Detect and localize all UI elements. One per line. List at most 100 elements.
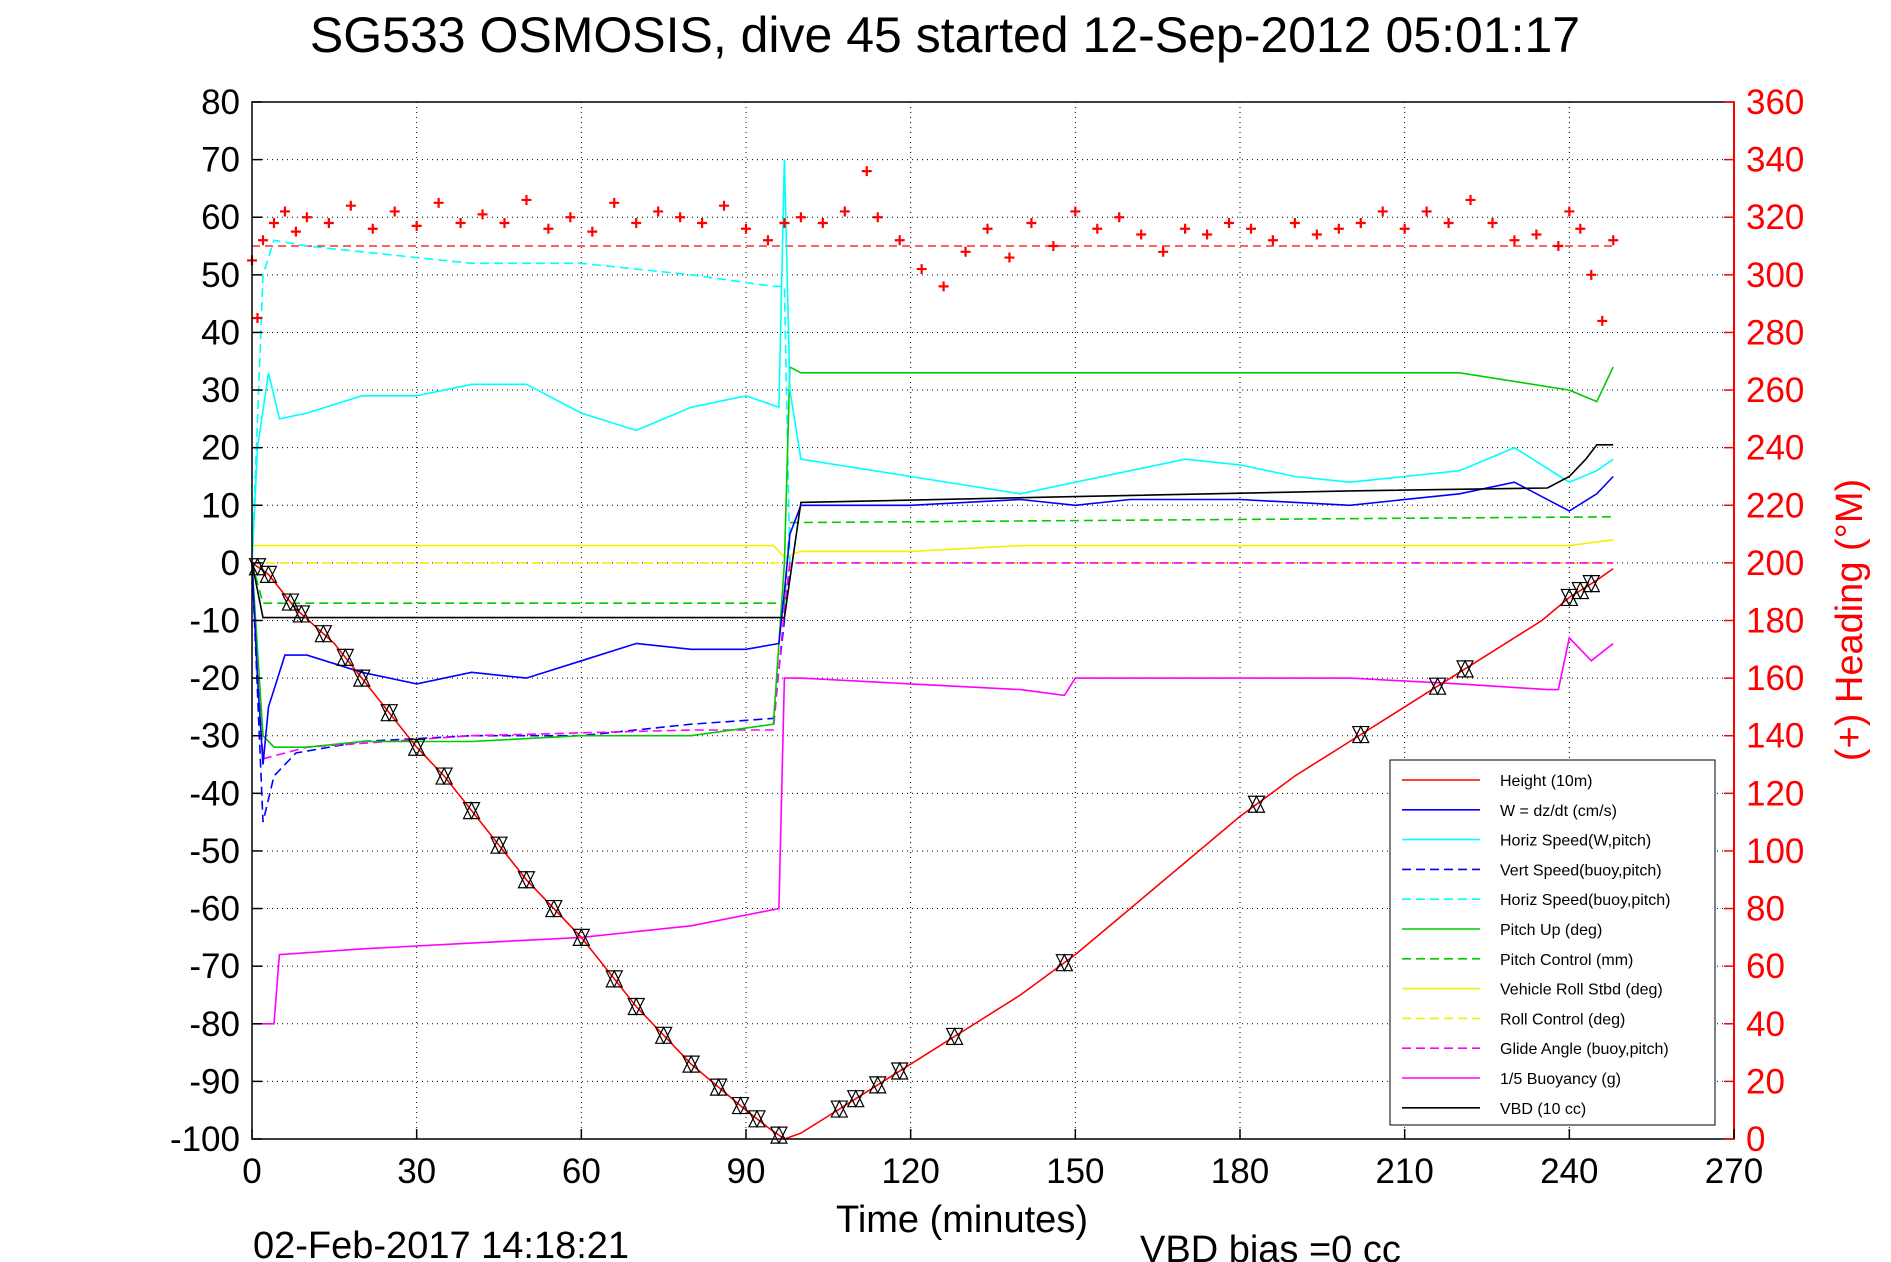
right-tick-label: 240 (1746, 429, 1804, 468)
height-marker (709, 1077, 728, 1097)
y-tick-label: 0 (221, 544, 240, 583)
heading-point (1608, 235, 1619, 246)
heading-point (1575, 223, 1586, 234)
x-tick-label: 30 (397, 1152, 436, 1191)
height-marker (945, 1027, 964, 1046)
x-axis-ticks: 0 30 60 90 120 150 180 210 240 270 (242, 1129, 1763, 1191)
series-line (251, 562, 1614, 1140)
heading-point (762, 235, 773, 246)
heading-point (1311, 229, 1322, 240)
height-marker (544, 899, 563, 918)
height-marker (281, 592, 300, 612)
heading-point (1487, 217, 1498, 228)
height-marker (572, 928, 591, 947)
heading-point (1399, 223, 1410, 234)
x-tick-label: 90 (727, 1152, 766, 1191)
heading-point (916, 264, 927, 275)
heading-point (938, 281, 949, 292)
y-tick-label: 40 (201, 313, 240, 352)
x-tick-label: 60 (562, 1152, 601, 1191)
height-marker (490, 835, 508, 855)
height-marker (682, 1054, 701, 1074)
heading-point (779, 217, 790, 228)
heading-point (1070, 206, 1081, 217)
x-tick-label: 180 (1211, 1152, 1269, 1191)
heading-point (1224, 217, 1235, 228)
series-line (251, 365, 1614, 749)
height-marker (654, 1025, 673, 1045)
legend: Height (10m) W = dz/dt (cm/s) Horiz Speed(… (1389, 759, 1716, 1126)
heading-point (1333, 223, 1344, 234)
y-tick-label: -10 (189, 602, 240, 641)
heading-point (521, 194, 532, 205)
heading-point (1377, 206, 1388, 217)
y-tick-label: -60 (189, 890, 240, 929)
right-tick-label: 140 (1746, 717, 1804, 756)
heading-point (1202, 229, 1213, 240)
height-marker (435, 766, 454, 786)
legend-label: 1/5 Buoyancy (g) (1500, 1071, 1621, 1088)
heading-point (1136, 229, 1147, 240)
y-tick-label: 20 (201, 429, 240, 468)
heading-point (477, 209, 488, 220)
height-marker (1428, 676, 1447, 696)
legend-label: Roll Control (deg) (1500, 1011, 1625, 1028)
height-marker (868, 1075, 887, 1095)
x-tick-label: 210 (1375, 1152, 1433, 1191)
right-tick-label: 220 (1746, 486, 1804, 525)
footer-date: 02-Feb-2017 14:18:21 (253, 1225, 629, 1262)
height-marker (380, 703, 399, 723)
right-tick-label: 180 (1746, 602, 1804, 641)
heading-point (543, 223, 554, 234)
heading-point (1553, 241, 1564, 252)
height-marker (292, 604, 311, 624)
right-tick-label: 60 (1746, 947, 1785, 986)
heading-point (982, 223, 993, 234)
heading-point (1355, 217, 1366, 228)
y-tick-label: -80 (189, 1005, 240, 1044)
height-marker (769, 1125, 788, 1145)
heading-point (653, 206, 664, 217)
legend-label: Pitch Control (mm) (1500, 952, 1633, 969)
heading-point (301, 212, 312, 223)
series-line (251, 239, 791, 563)
heading-point (1245, 223, 1256, 234)
right-tick-label: 200 (1746, 544, 1804, 583)
heading-point (345, 200, 356, 211)
heading-point (1026, 217, 1037, 228)
heading-point (367, 223, 378, 234)
heading-point (1267, 235, 1278, 246)
height-marker (830, 1099, 849, 1119)
x-tick-label: 240 (1540, 1152, 1598, 1191)
heading-point (279, 206, 290, 217)
heading-point (587, 226, 598, 237)
right-tick-label: 100 (1746, 832, 1804, 871)
y-tick-label: -30 (189, 717, 240, 756)
heading-point (1114, 212, 1125, 223)
legend-label: W = dz/dt (cm/s) (1500, 803, 1617, 820)
x-axis-label: Time (minutes) (836, 1199, 1088, 1241)
y-tick-label: 70 (201, 141, 240, 180)
legend-label: VBD (10 cc) (1500, 1101, 1586, 1118)
legend-items: Height (10m) W = dz/dt (cm/s) Horiz Speed(… (1402, 773, 1670, 1118)
heading-point (817, 217, 828, 228)
heading-point (960, 246, 971, 257)
height-marker (407, 737, 426, 757)
heading-point (1158, 246, 1169, 257)
legend-box (1389, 759, 1716, 1126)
data-traces (251, 159, 1614, 1140)
height-marker (259, 565, 278, 584)
heading-point (1180, 223, 1191, 234)
heading-point (1092, 223, 1103, 234)
heading-point (839, 206, 850, 217)
right-tick-label: 280 (1746, 313, 1804, 352)
heading-point (1564, 206, 1575, 217)
right-tick-label: 360 (1746, 83, 1804, 122)
heading-point (433, 197, 444, 208)
heading-point (1048, 241, 1059, 252)
heading-point (268, 217, 279, 228)
heading-point (323, 217, 334, 228)
heading-point (1465, 194, 1476, 205)
height-marker (352, 668, 371, 688)
